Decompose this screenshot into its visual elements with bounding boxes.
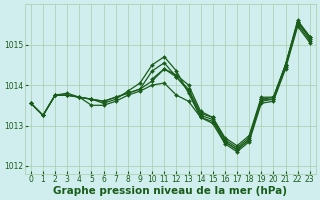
X-axis label: Graphe pression niveau de la mer (hPa): Graphe pression niveau de la mer (hPa) bbox=[53, 186, 287, 196]
